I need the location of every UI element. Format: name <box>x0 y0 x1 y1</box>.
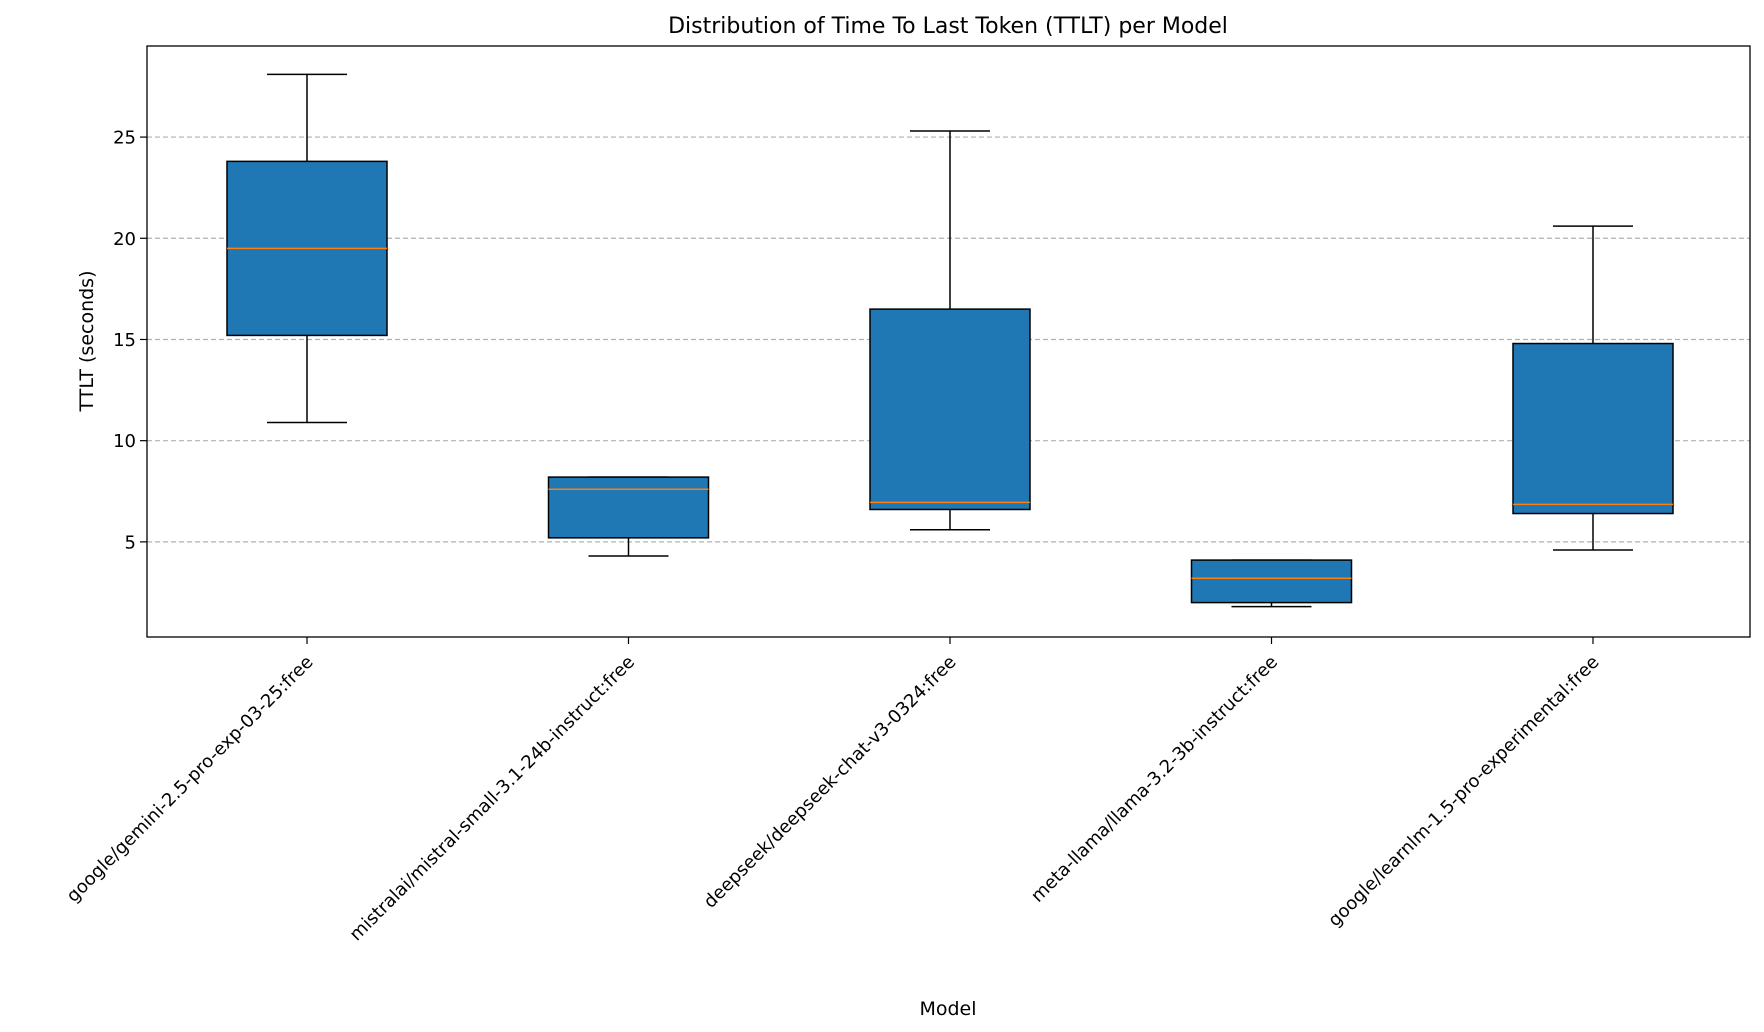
box-group-1 <box>226 73 388 424</box>
x-tick-label-5: google/learnlm-1.5-pro-experimental:free <box>1324 652 1603 931</box>
y-tick-label-20: 20 <box>113 229 136 250</box>
plot-frame <box>146 45 1751 638</box>
box-group-3 <box>869 130 1031 531</box>
box-iqr <box>547 476 710 539</box>
y-axis-title: TTLT (seconds) <box>76 271 98 413</box>
x-tick-label-1: google/gemini-2.5-pro-exp-03-25:free <box>63 652 318 907</box>
x-axis-title: Model <box>919 998 976 1020</box>
x-tick-label-3: deepseek/deepseek-chat-v3-0324:free <box>700 652 961 913</box>
y-tick-label-5: 5 <box>125 532 136 553</box>
box-group-2 <box>547 476 710 557</box>
y-tick-label-15: 15 <box>113 330 136 351</box>
box-iqr <box>869 308 1031 511</box>
y-tick-label-10: 10 <box>113 431 136 452</box>
y-tick-label-25: 25 <box>113 128 136 149</box>
box-iqr <box>1190 559 1353 604</box>
box-iqr <box>1512 342 1674 515</box>
x-tick-label-2: mistralai/mistral-small-3.1-24b-instruct… <box>346 652 639 945</box>
chart-title: Distribution of Time To Last Token (TTLT… <box>668 14 1228 39</box>
x-tick-label-4: meta-llama/llama-3.2-3b-instruct:free <box>1027 652 1282 907</box>
box-group-5 <box>1512 225 1674 551</box>
box-layer <box>226 73 1674 608</box>
box-group-4 <box>1190 559 1353 608</box>
